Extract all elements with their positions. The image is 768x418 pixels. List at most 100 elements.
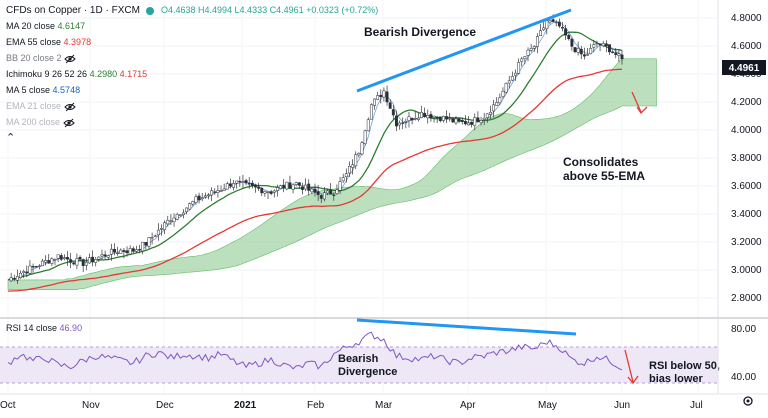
candle-body [62, 257, 66, 260]
candle-body [373, 98, 376, 106]
candle-body [620, 54, 624, 60]
eye-hidden-icon[interactable] [64, 53, 76, 65]
legend-ema21[interactable]: EMA 21 close [6, 98, 147, 114]
candle-body [441, 116, 445, 121]
candle-body [460, 119, 464, 122]
candle-body [122, 250, 126, 252]
candle-body [595, 42, 599, 45]
candle-body [100, 254, 104, 257]
settings-gear-icon[interactable] [743, 396, 753, 406]
legend-ichimoku[interactable]: Ichimoku 9 26 52 26 4.2980 4.1715 [6, 69, 148, 79]
candle-body [291, 184, 295, 190]
candle-body [576, 48, 580, 53]
time-tick-label: Apr [460, 400, 476, 411]
price-tick-label: 3.0000 [731, 265, 762, 276]
candle-body [510, 76, 514, 81]
candle-body [423, 112, 427, 118]
candle-body [351, 164, 355, 168]
candle-body [535, 36, 539, 47]
candle-body [310, 188, 314, 193]
candle-body [604, 43, 608, 47]
candle-body [28, 265, 32, 274]
candle-body [485, 113, 489, 118]
rsi-tick-40: 40.00 [731, 372, 756, 383]
candle-body [579, 48, 583, 55]
candle-body [388, 102, 392, 109]
ohlc-open: O4.4638 [160, 5, 196, 15]
bearish-divergence-label: Bearish Divergence [364, 25, 476, 39]
candle-body [213, 191, 217, 193]
candle-body [488, 112, 492, 115]
candle-body [166, 220, 170, 225]
ohlc-close: C4.4961 [269, 5, 304, 15]
last-price-tag: 4.4961 [722, 60, 766, 75]
candle-body [31, 266, 35, 268]
candle-body [72, 262, 76, 265]
candle-body [254, 184, 257, 188]
candle-body [523, 56, 527, 60]
candle-body [19, 272, 22, 278]
legend-ma20[interactable]: MA 20 close 4.6147 [6, 21, 86, 31]
legend-collapse-icon[interactable]: ⌃ [6, 132, 16, 144]
rsi-legend[interactable]: RSI 14 close 46.90 [6, 323, 83, 333]
rsi-tick-80: 80.00 [731, 324, 756, 335]
candle-body [338, 181, 342, 191]
candle-body [457, 118, 461, 122]
candle-body [614, 52, 618, 55]
candle-body [582, 54, 586, 57]
candle-body [125, 250, 129, 254]
candle-body [416, 117, 420, 120]
candle-body [551, 19, 555, 22]
candle-body [448, 117, 452, 120]
candle-body [322, 192, 326, 200]
candle-body [257, 186, 261, 189]
candle-body [203, 195, 207, 198]
candle-body [247, 183, 251, 185]
candle-body [134, 249, 138, 252]
legend-ma5[interactable]: MA 5 close 4.5748 [6, 85, 81, 95]
candle-body [219, 190, 223, 192]
candle-body [279, 185, 282, 189]
candle-body [463, 120, 467, 125]
price-tick-label: 3.8000 [731, 153, 762, 164]
candle-body [363, 130, 367, 144]
legend-ema55[interactable]: EMA 55 close 4.3978 [6, 37, 92, 47]
candle-body [244, 180, 248, 184]
candle-body [141, 241, 145, 252]
symbol-title[interactable]: CFDs on Copper · 1D · FXCM [6, 5, 140, 16]
candle-body [316, 191, 320, 195]
candle-body [329, 189, 333, 195]
candle-body [304, 184, 308, 190]
candle-body [269, 191, 273, 194]
rsi-down-arrow-head [627, 375, 639, 385]
candle-body [59, 255, 63, 260]
candle-body [194, 196, 198, 203]
candle-body [445, 116, 449, 120]
last-price-text: 4.4961 [729, 63, 760, 74]
rsi-divergence-label-line2: Divergence [338, 366, 397, 378]
eye-hidden-icon[interactable] [62, 117, 75, 129]
candle-body [401, 122, 405, 124]
legend-bb20[interactable]: BB 20 close 2 [6, 50, 147, 66]
time-axis[interactable]: Oct Nov Dec 2021 Feb Mar Apr May Jun Jul [0, 400, 703, 411]
candle-body [492, 104, 496, 112]
rsi-divergence-trendline [356, 318, 577, 336]
candle-body [385, 91, 389, 103]
candle-body [467, 122, 470, 126]
candle-body [526, 49, 530, 56]
eye-hidden-icon[interactable] [63, 101, 76, 113]
candle-body [470, 121, 474, 125]
candle-body [172, 217, 176, 222]
candle-body [354, 154, 358, 167]
candle-body [9, 277, 13, 282]
candle-body [561, 27, 564, 29]
candle-body [66, 257, 69, 260]
candle-body [275, 187, 279, 191]
candle-body [429, 114, 433, 119]
legend-ma200[interactable]: MA 200 close [6, 114, 147, 130]
ohlc-low: L4.4333 [234, 5, 268, 15]
time-tick-label: Oct [0, 400, 16, 411]
candle-body [598, 43, 602, 46]
candle-body [41, 260, 44, 267]
